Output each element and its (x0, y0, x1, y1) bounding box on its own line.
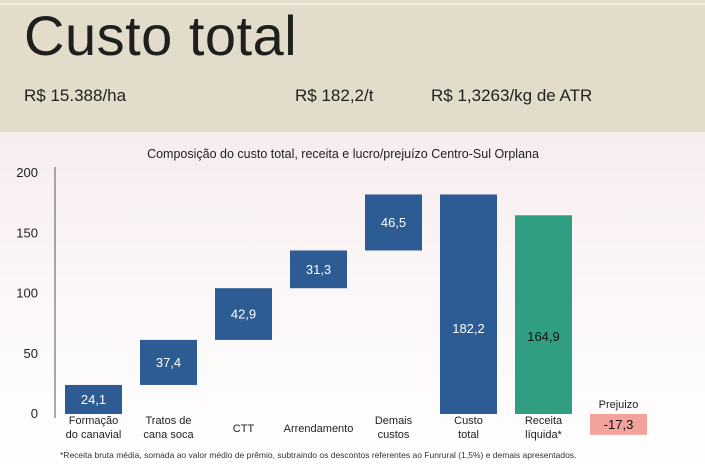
cost-per-ton: R$ 182,2/t (295, 86, 374, 105)
y-axis: 0 50 100 150 200 (16, 165, 56, 421)
y-tick-label: 0 (31, 406, 38, 421)
data-label: 46,5 (381, 215, 406, 230)
header-divider (0, 3, 705, 5)
data-label: 31,3 (306, 262, 331, 277)
y-tick-label: 200 (16, 165, 38, 180)
category-label: líquida* (525, 429, 562, 441)
category-label: custos (378, 429, 410, 441)
category-labels: Formação do canavial Tratos de cana soca CTT… (66, 399, 639, 441)
waterfall-chart: Composição do custo total, receita e luc… (16, 147, 647, 441)
cost-per-hectare: R$ 15.388/ha (24, 86, 127, 105)
bar-6 (515, 215, 572, 414)
category-label: Formação (69, 415, 119, 427)
bar-7 (590, 414, 647, 435)
bar-2 (215, 288, 272, 340)
category-label: Demais (375, 415, 413, 427)
category-label: Arrendamento (284, 423, 354, 435)
category-label: cana soca (143, 429, 194, 441)
category-label: Receita (525, 415, 563, 427)
category-label: Tratos de (145, 415, 191, 427)
header-band: Custo total R$ 15.388/ha R$ 182,2/t R$ 1… (0, 0, 705, 132)
data-label: 42,9 (231, 307, 256, 322)
y-tick-label: 50 (24, 346, 38, 361)
bar-1 (140, 339, 197, 385)
bar-3 (290, 250, 347, 289)
bar-0 (65, 384, 122, 414)
bar-4 (365, 194, 422, 251)
chart-title: Composição do custo total, receita e luc… (147, 147, 539, 161)
category-label: do canavial (66, 429, 122, 441)
data-label: 182,2 (452, 321, 485, 336)
y-tick-label: 150 (16, 225, 38, 240)
data-label: 24,1 (81, 392, 106, 407)
cost-per-kg-atr: R$ 1,3263/kg de ATR (431, 86, 593, 105)
data-label: -17,3 (604, 417, 634, 432)
data-label: 37,4 (156, 355, 181, 370)
bar-5 (440, 194, 497, 414)
footnote: *Receita bruta média, somada ao valor mé… (60, 450, 577, 460)
y-tick-label: 100 (16, 286, 38, 301)
category-label: CTT (233, 423, 255, 435)
data-label: 164,9 (527, 329, 560, 344)
bars (65, 194, 647, 435)
page-title: Custo total (24, 4, 298, 67)
category-label: Prejuizo (599, 399, 639, 411)
category-label: Custo (454, 415, 483, 427)
data-labels: 24,1 37,4 42,9 31,3 46,5 182,2 164,9 -17,3 (81, 215, 633, 432)
category-label: total (458, 429, 479, 441)
